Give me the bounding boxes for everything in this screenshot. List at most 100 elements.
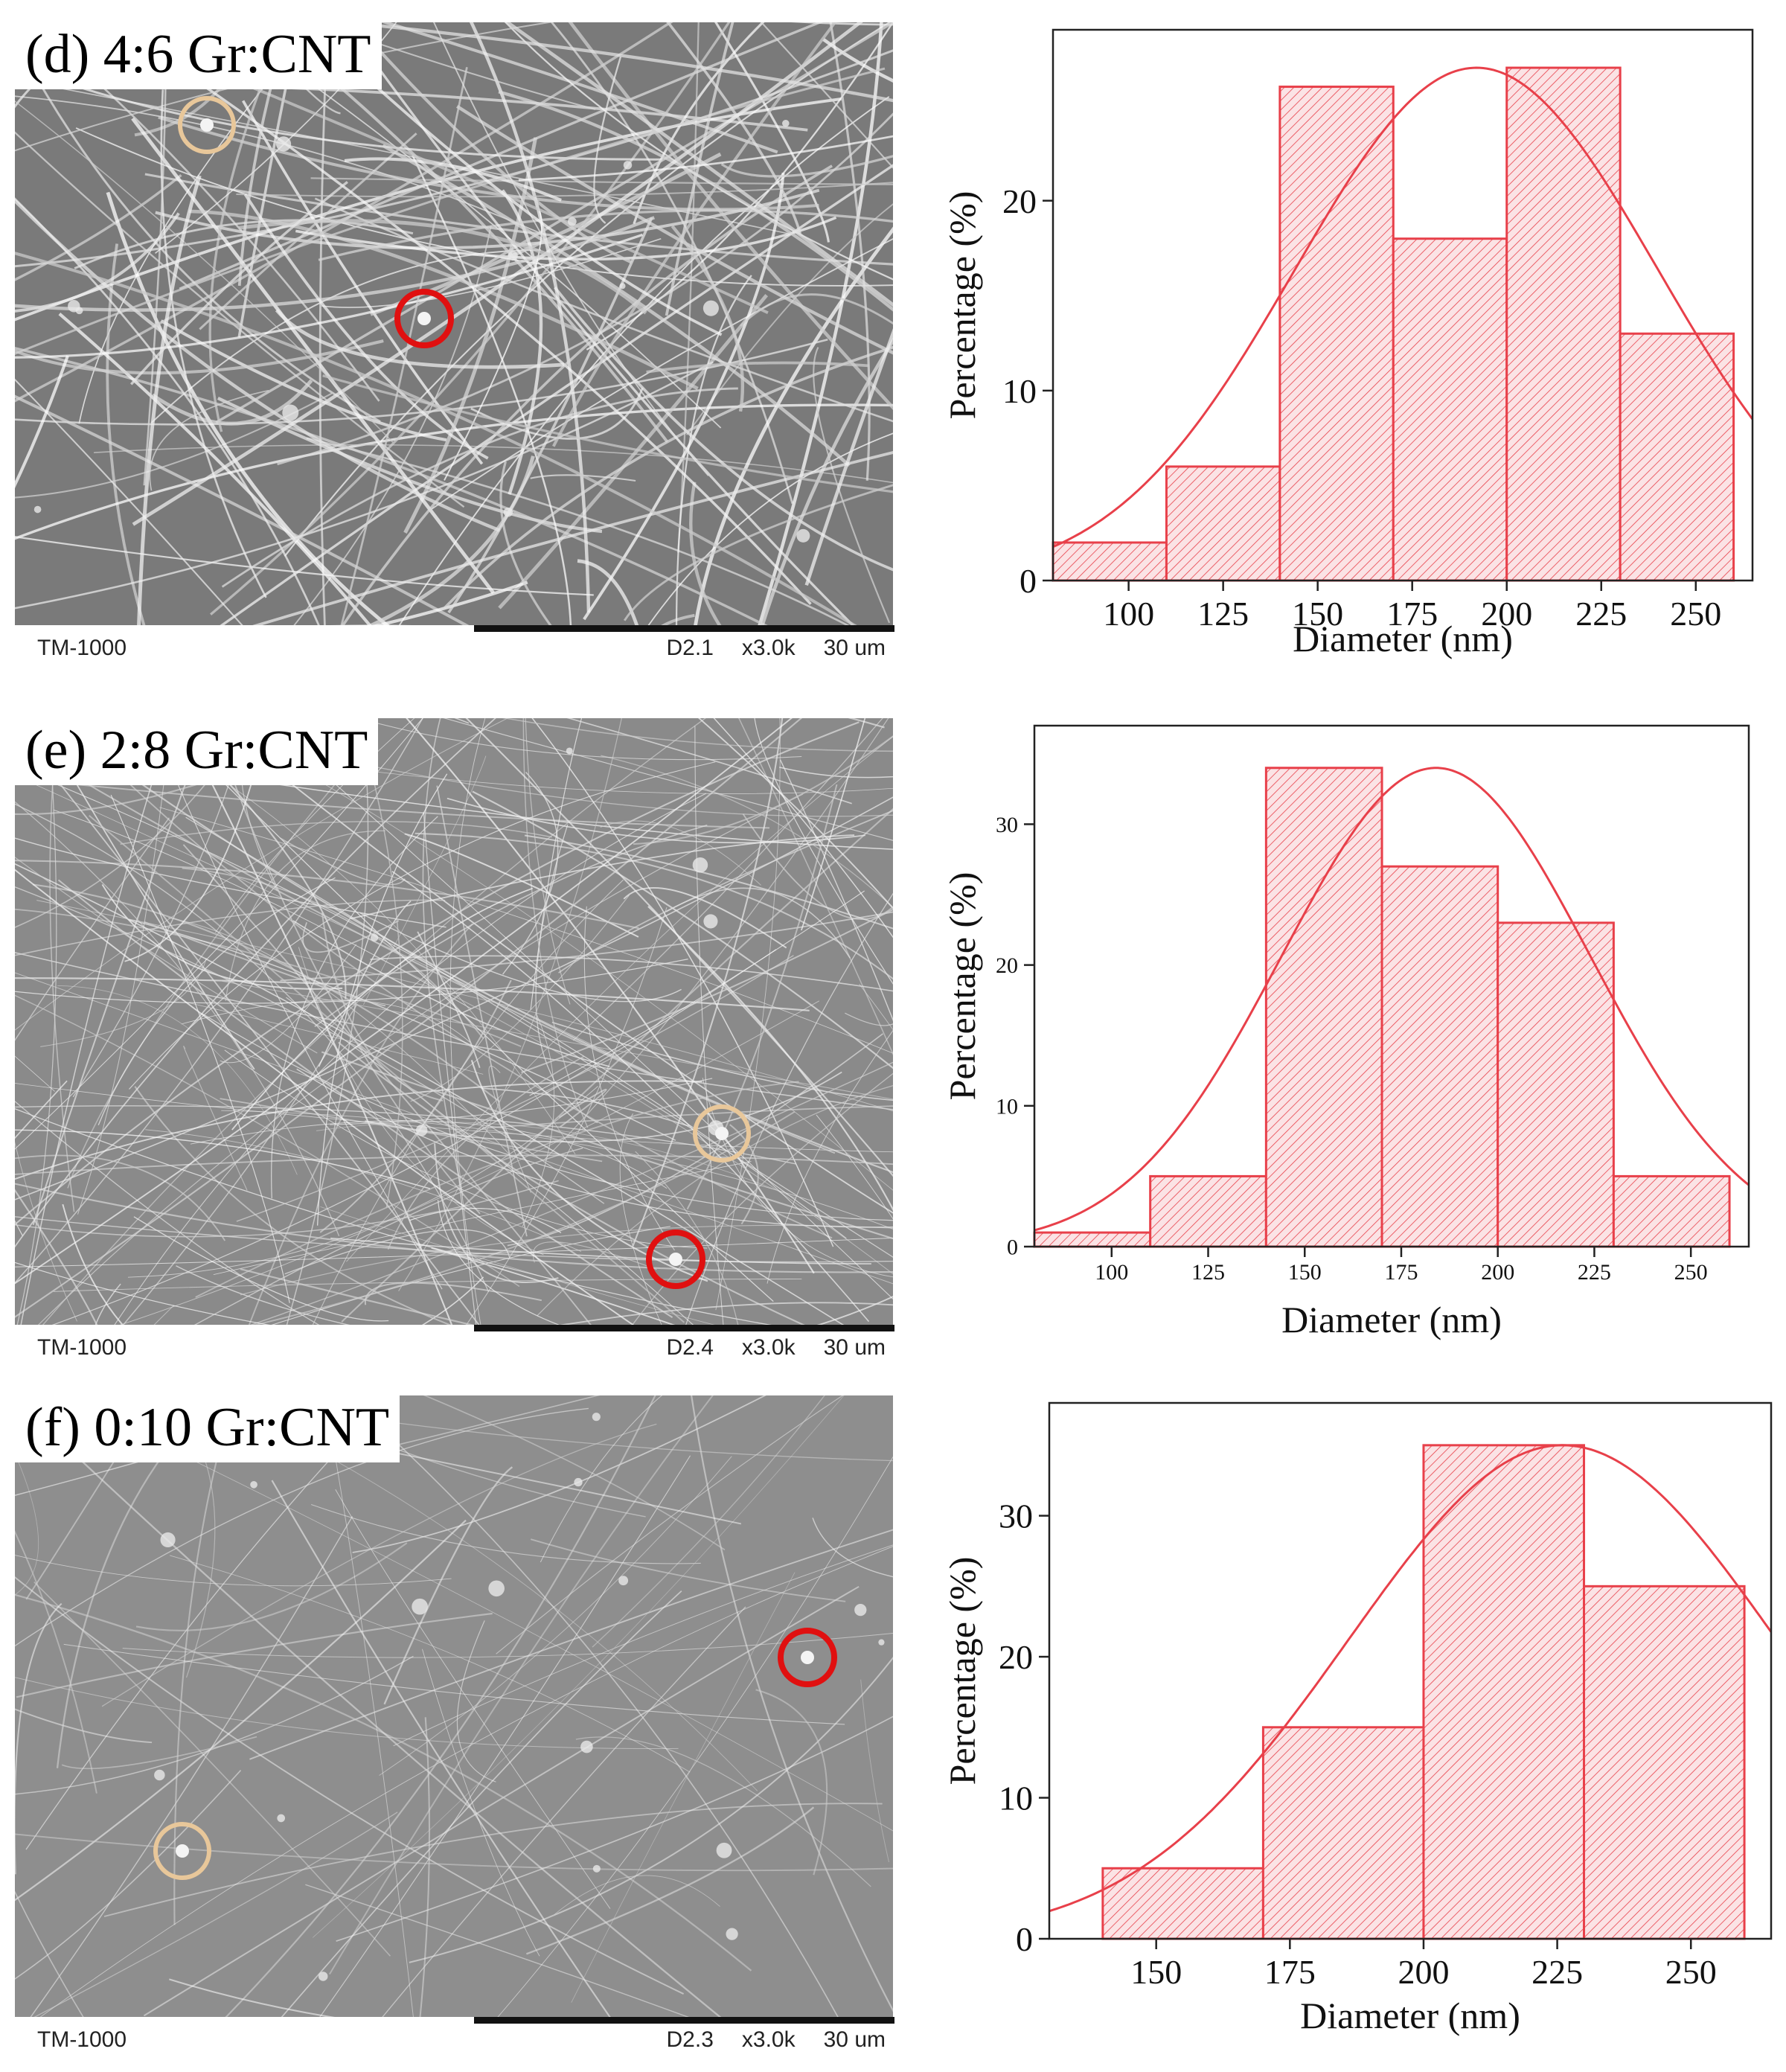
- distance-label: D2.4: [666, 1335, 714, 1360]
- x-tick-label: 225: [1531, 1953, 1583, 1991]
- x-tick-label: 150: [1288, 1260, 1322, 1285]
- plot-frame: [1048, 1401, 1773, 1940]
- histogram-bar: [1380, 865, 1499, 1248]
- scale-label: 30 um: [823, 636, 886, 660]
- x-tick-label: 225: [1578, 1260, 1611, 1285]
- sem-fiber-texture: [15, 1395, 893, 2017]
- x-tick-label: 175: [1384, 1260, 1418, 1285]
- histogram-e: 100 125 150 175 200 225 250 0 10 20 30 Diameter (nm…: [930, 711, 1786, 1366]
- distance-label: D2.3: [666, 2027, 714, 2052]
- histogram-bar: [1261, 1726, 1425, 1940]
- scale-bar: [474, 625, 894, 632]
- x-tick-label: 250: [1670, 595, 1721, 633]
- sem-meta: D2.4 x3.0k 30 um: [638, 1335, 886, 1360]
- x-tick-label: 250: [1665, 1953, 1717, 1991]
- plot-frame: [1033, 724, 1750, 1248]
- y-tick-label: 20: [1002, 182, 1037, 220]
- x-tick-label: 250: [1674, 1260, 1708, 1285]
- sem-footer-d: TM-1000 D2.1 x3.0k 30 um: [15, 625, 894, 668]
- x-tick-label: 125: [1191, 1260, 1225, 1285]
- x-axis-label: Diameter (nm): [1293, 618, 1513, 659]
- x-tick-label: 100: [1103, 595, 1154, 633]
- x-tick-label: 125: [1197, 595, 1249, 633]
- sem-meta: D2.3 x3.0k 30 um: [638, 2027, 886, 2053]
- x-tick-label: 200: [1481, 1260, 1514, 1285]
- y-tick-label: 0: [1007, 1235, 1018, 1260]
- sem-image-f: (f) 0:10 Gr:CNT: [15, 1395, 893, 2017]
- sem-footer-e: TM-1000 D2.4 x3.0k 30 um: [15, 1325, 894, 1368]
- plot-frame: [1052, 28, 1754, 582]
- histogram-bar: [1033, 1231, 1152, 1248]
- panel-label-f: (f) 0:10 Gr:CNT: [15, 1395, 400, 1462]
- histogram-bar: [1392, 237, 1508, 582]
- scale-label: 30 um: [823, 1335, 886, 1360]
- histogram-bar: [1497, 921, 1615, 1248]
- histogram-bar: [1101, 1867, 1264, 1940]
- tan-marker-circle: [693, 1104, 751, 1163]
- histogram-f: 150 175 200 225 250 0 10 20 30 Diameter (nm) Perce…: [930, 1388, 1786, 2058]
- histogram-bar: [1264, 767, 1383, 1248]
- y-tick-label: 0: [1020, 562, 1037, 600]
- scale-label: 30 um: [823, 2027, 886, 2052]
- histogram-bar: [1505, 66, 1622, 582]
- sem-footer-f: TM-1000 D2.3 x3.0k 30 um: [15, 2017, 894, 2060]
- sem-fiber-texture: [15, 22, 893, 625]
- y-tick-label: 20: [996, 953, 1018, 978]
- x-tick-label: 150: [1292, 595, 1343, 633]
- red-marker-circle: [778, 1628, 837, 1687]
- scale-bar: [474, 1325, 894, 1331]
- magnification-label: x3.0k: [741, 2027, 796, 2052]
- sem-meta: D2.1 x3.0k 30 um: [638, 636, 886, 661]
- y-tick-label: 10: [999, 1780, 1033, 1817]
- histogram-bar: [1422, 1444, 1586, 1940]
- histogram-chart-d: 100 125 150 175 200 225 250 0 10 20 Diameter (nm) P…: [941, 28, 1754, 659]
- red-marker-circle: [394, 289, 454, 348]
- y-tick-label: 20: [999, 1638, 1033, 1676]
- histogram-bar: [1165, 465, 1281, 582]
- histogram-bar: [1149, 1174, 1267, 1248]
- panel-label-e: (e) 2:8 Gr:CNT: [15, 718, 379, 785]
- x-axis-label: Diameter (nm): [1300, 1995, 1520, 2036]
- fit-curve: [1053, 66, 1753, 549]
- sem-image-e: (e) 2:8 Gr:CNT: [15, 718, 893, 1325]
- y-tick-label: 0: [1016, 1920, 1033, 1958]
- y-axis-label: Percentage (%): [941, 191, 983, 420]
- instrument-label: TM-1000: [37, 1335, 127, 1360]
- sem-image-d: (d) 4:6 Gr:CNT: [15, 22, 893, 625]
- histogram-bar: [1619, 332, 1735, 582]
- instrument-label: TM-1000: [37, 2027, 127, 2052]
- y-tick-label: 10: [996, 1094, 1018, 1119]
- magnification-label: x3.0k: [741, 636, 796, 660]
- instrument-label: TM-1000: [37, 636, 127, 660]
- x-tick-label: 100: [1095, 1260, 1128, 1285]
- y-tick-label: 30: [999, 1497, 1033, 1535]
- distance-label: D2.1: [666, 636, 714, 660]
- panel-label-d: (d) 4:6 Gr:CNT: [15, 22, 382, 89]
- y-tick-label: 10: [1002, 372, 1037, 410]
- fit-curve: [1034, 767, 1749, 1232]
- y-axis-label: Percentage (%): [941, 872, 983, 1101]
- x-tick-label: 175: [1264, 1953, 1316, 1991]
- x-tick-label: 200: [1481, 595, 1532, 633]
- x-tick-label: 225: [1575, 595, 1627, 633]
- tan-marker-circle: [153, 1822, 211, 1880]
- histogram-bar: [1612, 1174, 1731, 1248]
- histogram-bar: [1052, 541, 1168, 582]
- sem-fiber-texture: [15, 718, 893, 1325]
- histogram-chart-f: 150 175 200 225 250 0 10 20 30 Diameter (nm) Perce…: [941, 1401, 1773, 2036]
- scale-bar: [474, 2017, 894, 2024]
- x-tick-label: 150: [1130, 1953, 1182, 1991]
- x-axis-label: Diameter (nm): [1281, 1299, 1502, 1340]
- x-tick-label: 175: [1386, 595, 1438, 633]
- histogram-chart-e: 100 125 150 175 200 225 250 0 10 20 30 Diameter (nm…: [941, 724, 1750, 1340]
- tan-marker-circle: [178, 96, 236, 154]
- y-axis-label: Percentage (%): [941, 1557, 983, 1785]
- histogram-bar: [1278, 86, 1395, 582]
- y-tick-label: 30: [996, 813, 1018, 837]
- histogram-d: 100 125 150 175 200 225 250 0 10 20 Diameter (nm) P…: [930, 15, 1786, 685]
- histogram-bar: [1583, 1585, 1746, 1940]
- fit-curve: [1049, 1444, 1771, 1913]
- magnification-label: x3.0k: [741, 1335, 796, 1360]
- x-tick-label: 200: [1398, 1953, 1449, 1991]
- red-marker-circle: [646, 1230, 705, 1289]
